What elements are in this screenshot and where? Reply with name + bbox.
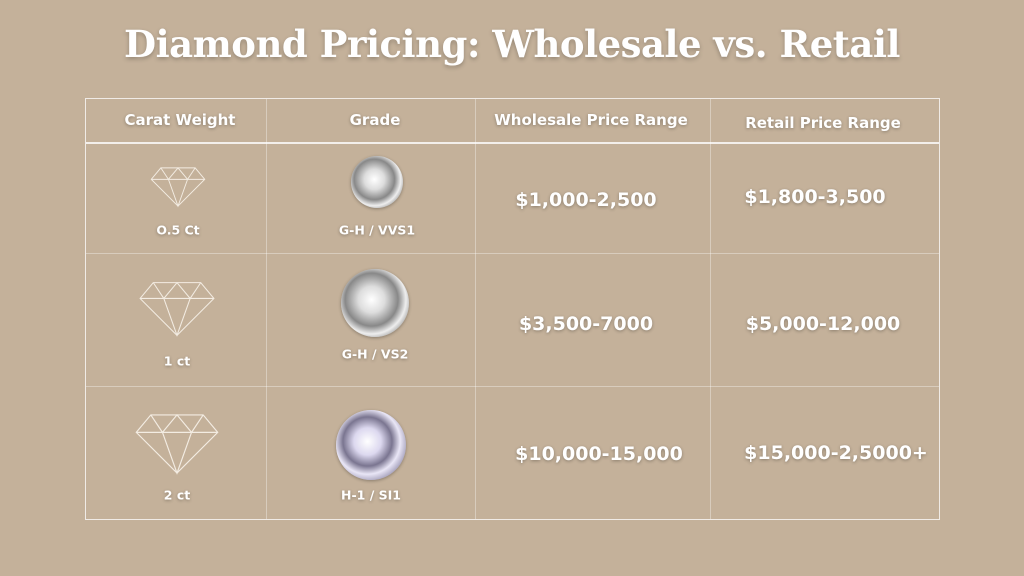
diamond-outline-icon <box>150 167 206 208</box>
diamond-image <box>341 269 409 337</box>
carat-label: 2 ct <box>163 487 191 503</box>
diamond-outline-icon <box>135 414 219 475</box>
pricing-table: Carat Weight Grade Wholesale Price Range… <box>85 98 940 520</box>
carat-label: 1 ct <box>163 353 191 369</box>
divider <box>475 99 476 519</box>
wholesale-price: $1,000-2,500 <box>515 189 657 211</box>
wholesale-price: $3,500-7000 <box>518 313 654 335</box>
grade-label: G-H / VVS1 <box>338 222 416 238</box>
divider <box>86 386 939 387</box>
retail-price: $5,000-12,000 <box>745 313 901 335</box>
divider <box>86 253 939 254</box>
header-grade: Grade <box>349 111 401 129</box>
grade-label: H-1 / SI1 <box>341 487 401 503</box>
retail-price: $1,800-3,500 <box>744 186 886 208</box>
retail-price: $15,000-2,5000+ <box>744 442 928 464</box>
diamond-image <box>336 410 406 480</box>
header-retail: Retail Price Range <box>745 114 901 132</box>
header-wholesale: Wholesale Price Range <box>494 111 688 129</box>
header-carat-weight: Carat Weight <box>124 111 236 129</box>
diamond-image <box>351 156 403 208</box>
divider <box>710 99 711 519</box>
carat-label: O.5 Ct <box>156 222 200 238</box>
grade-label: G-H / VS2 <box>341 346 409 362</box>
page-title: Diamond Pricing: Wholesale vs. Retail <box>124 22 900 66</box>
divider <box>266 99 267 519</box>
diamond-outline-icon <box>139 281 215 337</box>
divider <box>86 142 939 144</box>
wholesale-price: $10,000-15,000 <box>515 443 683 465</box>
